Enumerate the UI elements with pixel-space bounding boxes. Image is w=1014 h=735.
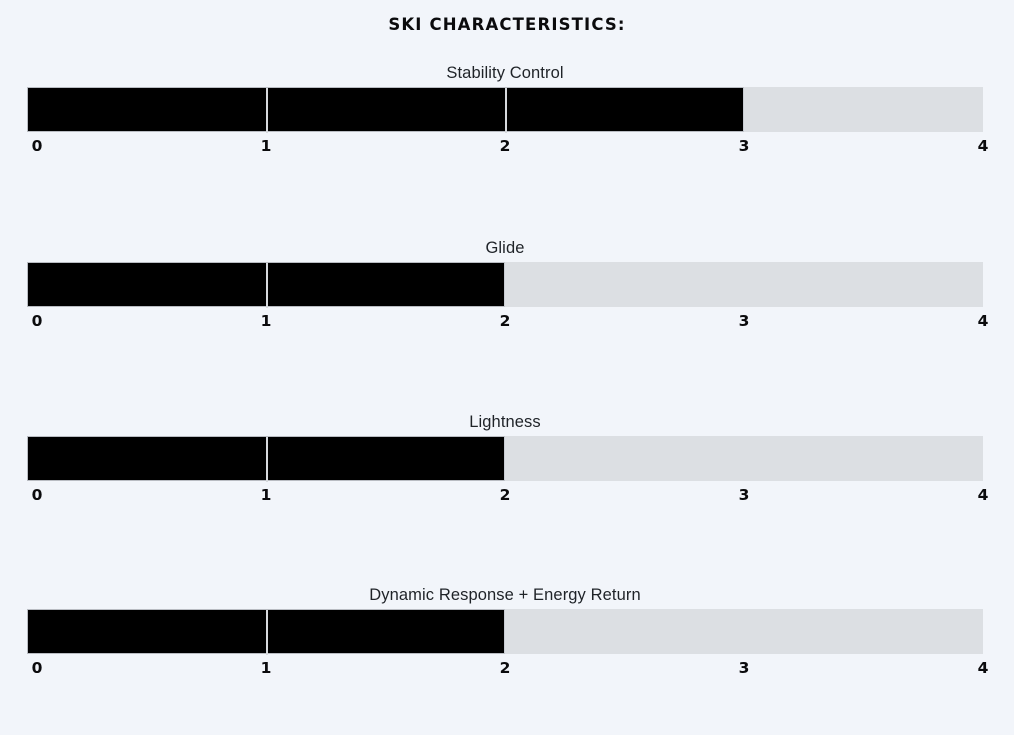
metric-group-glide: Glide 0 1 2 3 4 [27, 237, 989, 333]
tick-label-2: 2 [499, 659, 511, 677]
metric-group-stability-control: Stability Control 0 1 2 3 4 [27, 62, 989, 158]
tick-row-glide: 0 1 2 3 4 [27, 309, 989, 333]
metric-group-lightness: Lightness 0 1 2 3 4 [27, 411, 989, 507]
tick-label-4: 4 [977, 312, 989, 330]
metric-label-stability-control: Stability Control [446, 64, 564, 82]
tick-label-0: 0 [31, 137, 43, 155]
tick-label-4: 4 [977, 137, 989, 155]
segment-divider [266, 263, 268, 308]
tick-label-1: 1 [260, 137, 272, 155]
tick-label-2: 2 [499, 312, 511, 330]
bar-track-lightness[interactable] [27, 436, 983, 482]
tick-label-4: 4 [977, 486, 989, 504]
tick-row-dynamic-response: 0 1 2 3 4 [27, 656, 989, 680]
bar-track-dynamic-response[interactable] [27, 609, 983, 655]
segment-divider [266, 437, 268, 482]
tick-label-3: 3 [738, 659, 750, 677]
tick-label-0: 0 [31, 659, 43, 677]
bar-fill-stability-control [27, 87, 744, 133]
bar-fill-lightness [27, 436, 505, 482]
tick-label-0: 0 [31, 486, 43, 504]
metric-label-lightness: Lightness [469, 413, 541, 431]
bar-track-glide[interactable] [27, 262, 983, 308]
metric-group-dynamic-response: Dynamic Response + Energy Return 0 1 2 3… [27, 584, 989, 680]
tick-label-3: 3 [738, 312, 750, 330]
bar-fill-glide [27, 262, 505, 308]
tick-row-lightness: 0 1 2 3 4 [27, 483, 989, 507]
metric-label-dynamic-response: Dynamic Response + Energy Return [369, 586, 641, 604]
segment-divider [266, 88, 268, 133]
tick-label-2: 2 [499, 486, 511, 504]
bar-track-stability-control[interactable] [27, 87, 983, 133]
tick-label-1: 1 [260, 659, 272, 677]
tick-label-3: 3 [738, 486, 750, 504]
segment-divider [266, 610, 268, 655]
page-title: SKI CHARACTERISTICS: [388, 15, 626, 34]
tick-label-2: 2 [499, 137, 511, 155]
segment-divider [505, 88, 507, 133]
tick-label-1: 1 [260, 312, 272, 330]
tick-row-stability-control: 0 1 2 3 4 [27, 134, 989, 158]
metric-label-glide: Glide [485, 239, 525, 257]
tick-label-1: 1 [260, 486, 272, 504]
tick-label-0: 0 [31, 312, 43, 330]
tick-label-4: 4 [977, 659, 989, 677]
tick-label-3: 3 [738, 137, 750, 155]
bar-fill-dynamic-response [27, 609, 505, 655]
